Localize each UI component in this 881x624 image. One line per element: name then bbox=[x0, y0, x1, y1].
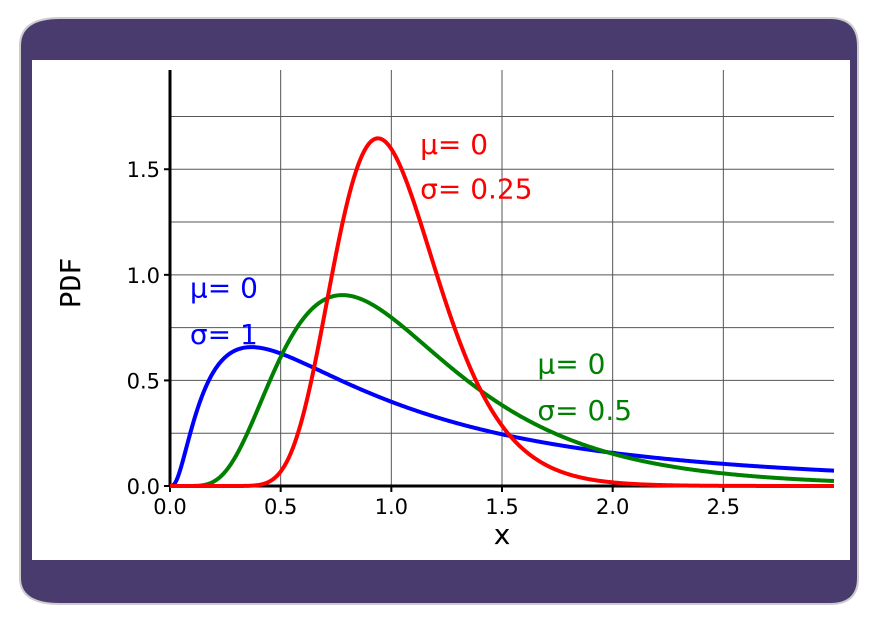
x-tick-label-2: 1.0 bbox=[375, 495, 408, 519]
annotation-red-mu: μ= 0 bbox=[420, 128, 488, 161]
annotation-green-sigma: σ= 0.5 bbox=[537, 394, 632, 427]
annotation-blue-sigma: σ= 1 bbox=[190, 318, 258, 351]
y-tick-label-3: 1.5 bbox=[127, 158, 160, 182]
y-tick-label-1: 0.5 bbox=[127, 369, 160, 393]
plot-background bbox=[32, 60, 850, 560]
y-tick-label-2: 1.0 bbox=[127, 264, 160, 288]
series-line-red bbox=[169, 136, 835, 488]
y-axis-label: PDF bbox=[54, 258, 87, 309]
series-lines bbox=[169, 136, 835, 488]
x-tick-label-0: 0.0 bbox=[153, 495, 186, 519]
x-axis-label: x bbox=[494, 518, 511, 551]
annotation-green-mu: μ= 0 bbox=[537, 348, 605, 381]
y-tick-label-0: 0.0 bbox=[127, 475, 160, 499]
x-tick-label-3: 1.5 bbox=[485, 495, 518, 519]
x-tick-label-4: 2.0 bbox=[596, 495, 629, 519]
annotations: μ= 0 σ= 1 μ= 0 σ= 0.5 μ= 0 σ= 0.25 bbox=[190, 128, 632, 427]
x-tick-label-5: 2.5 bbox=[707, 495, 740, 519]
annotation-red-sigma: σ= 0.25 bbox=[420, 172, 532, 205]
annotation-blue-mu: μ= 0 bbox=[190, 272, 258, 305]
series-line-green bbox=[169, 293, 835, 488]
x-tick-label-1: 0.5 bbox=[264, 495, 297, 519]
tick-labels: 0.0 0.5 1.0 1.5 2.0 2.5 0.0 0.5 1.0 1.5 bbox=[127, 158, 740, 519]
